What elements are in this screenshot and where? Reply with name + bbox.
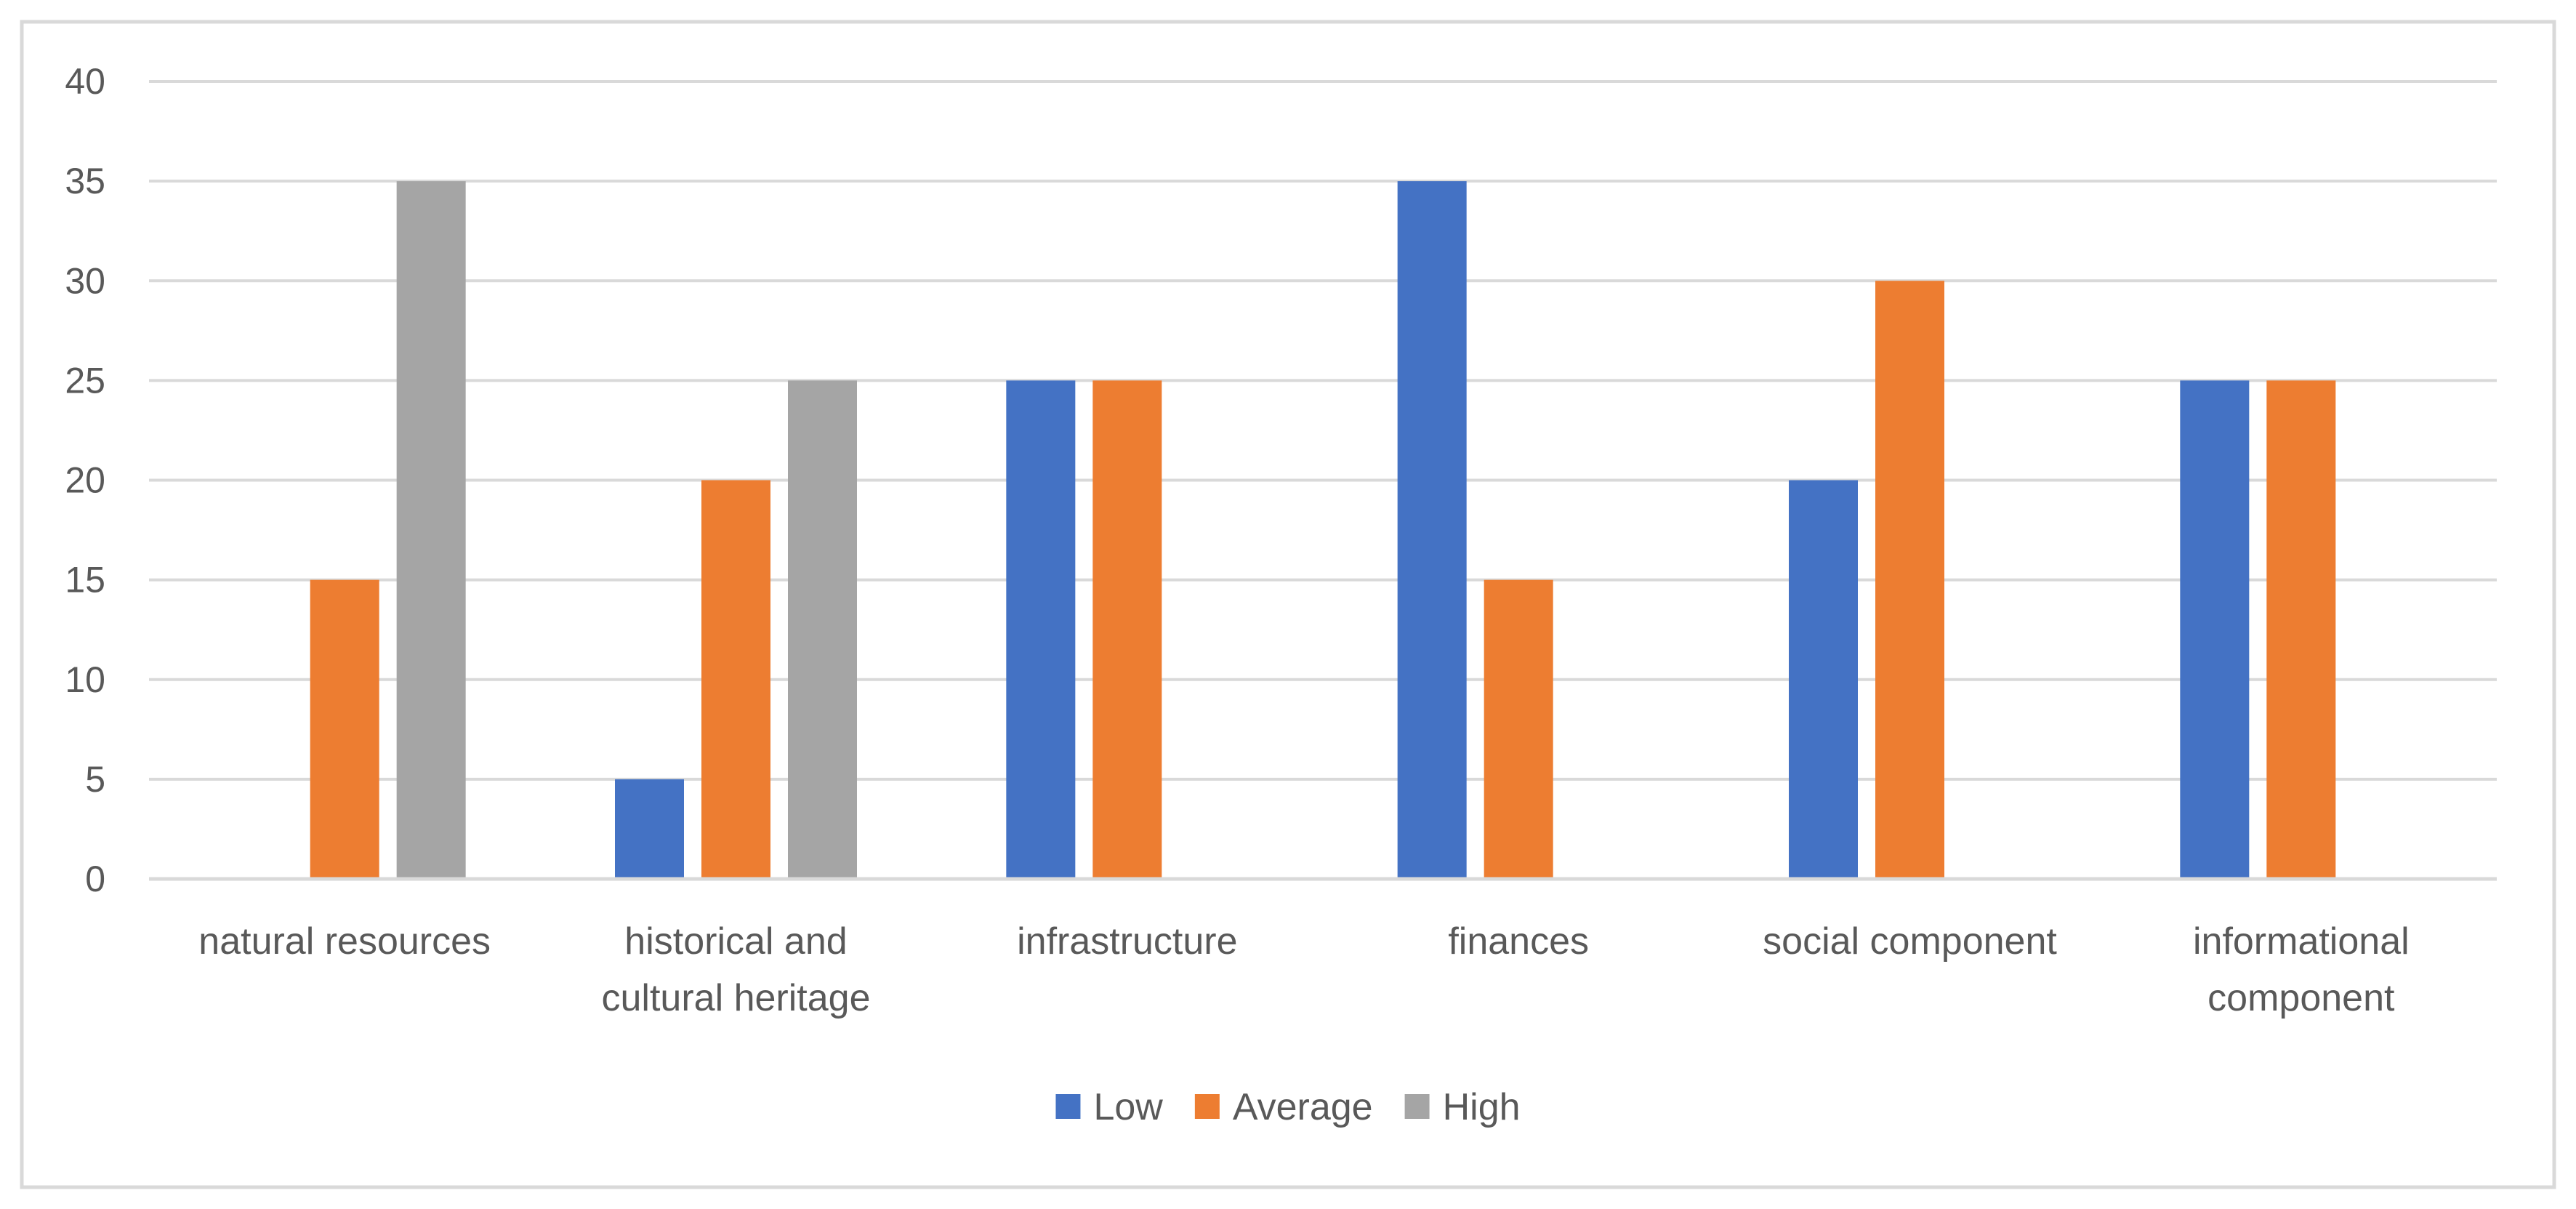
x-category-label: finances: [1448, 920, 1589, 963]
x-category-label: cultural heritage: [602, 977, 871, 1019]
legend-swatch-average: [1194, 1094, 1220, 1119]
bar-average-3: [1484, 579, 1553, 879]
bar-low-2: [1006, 380, 1076, 879]
bar-high-0: [396, 181, 466, 879]
y-axis-ticks: 0 5 10 15 20 25 30 35 40: [65, 61, 105, 899]
y-tick-label: 40: [65, 61, 105, 102]
bar-high-1: [788, 380, 857, 879]
x-category-label: infrastructure: [1017, 920, 1237, 963]
bar-average-4: [1875, 281, 1944, 879]
y-tick-label: 20: [65, 460, 105, 501]
x-category-label: social component: [1763, 920, 2057, 963]
y-tick-label: 25: [65, 360, 105, 401]
legend-swatch-high: [1404, 1094, 1430, 1119]
bar-average-1: [701, 480, 770, 879]
x-axis-category-labels: natural resources historical and cultural …: [198, 920, 2409, 1019]
bar-low-1: [615, 779, 684, 879]
bar-low-3: [1397, 181, 1467, 879]
legend-label-high: High: [1443, 1086, 1521, 1128]
legend: Low Average High: [1055, 1086, 1521, 1128]
x-category-label: historical and: [624, 920, 847, 963]
legend-label-average: Average: [1233, 1086, 1373, 1128]
y-tick-label: 35: [65, 161, 105, 201]
y-tick-label: 5: [85, 759, 105, 800]
bar-average-5: [2266, 380, 2336, 879]
gridlines: [149, 80, 2497, 781]
y-tick-label: 30: [65, 260, 105, 301]
bars: [310, 181, 2336, 879]
bar-average-2: [1092, 380, 1162, 879]
y-tick-label: 15: [65, 560, 105, 601]
y-tick-label: 0: [85, 859, 105, 899]
legend-label-low: Low: [1093, 1086, 1163, 1128]
x-category-label: component: [2207, 977, 2395, 1019]
bar-average-0: [310, 579, 379, 879]
bar-low-4: [1789, 480, 1858, 879]
bar-low-5: [2180, 380, 2250, 879]
x-category-label: informational: [2193, 920, 2410, 963]
y-tick-label: 10: [65, 659, 105, 700]
legend-swatch-low: [1055, 1094, 1081, 1119]
x-category-label: natural resources: [198, 920, 491, 963]
